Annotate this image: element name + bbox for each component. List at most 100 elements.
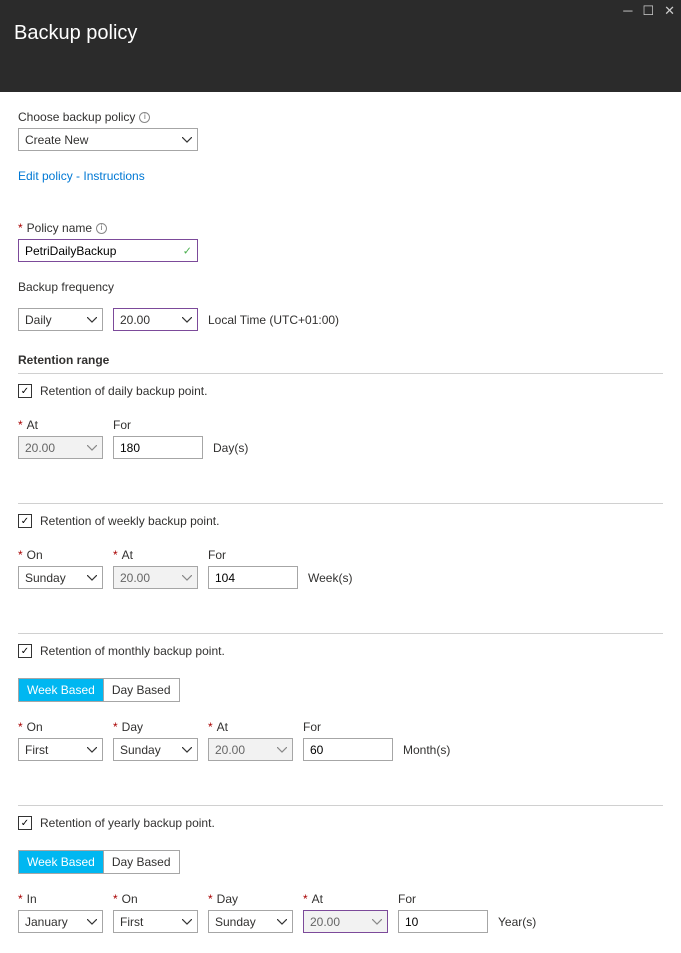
daily-retention-label: Retention of daily backup point. bbox=[40, 384, 207, 398]
monthly-at-label: At bbox=[208, 720, 293, 734]
weekly-on-select[interactable]: Sunday bbox=[18, 566, 103, 589]
chevron-down-icon bbox=[182, 137, 192, 143]
form-content: Choose backup policy i Create New Edit p… bbox=[0, 92, 681, 953]
yearly-retention-row: ✓ Retention of yearly backup point. bbox=[18, 816, 663, 830]
monthly-retention-label: Retention of monthly backup point. bbox=[40, 644, 225, 658]
yearly-at-label: At bbox=[303, 892, 388, 906]
monthly-basis-toggle: Week Based Day Based bbox=[18, 678, 180, 702]
maximize-icon[interactable]: ☐ bbox=[642, 4, 654, 17]
backup-frequency-label: Backup frequency bbox=[18, 280, 663, 294]
monthly-for-input[interactable] bbox=[303, 738, 393, 761]
choose-policy-label-text: Choose backup policy bbox=[18, 110, 135, 124]
policy-name-label: Policy name i bbox=[18, 221, 663, 235]
page-title: Backup policy bbox=[14, 0, 667, 45]
yearly-unit: Year(s) bbox=[498, 915, 536, 933]
yearly-day-value: Sunday bbox=[215, 915, 256, 929]
monthly-on-select[interactable]: First bbox=[18, 738, 103, 761]
weekly-retention-row: ✓ Retention of weekly backup point. bbox=[18, 514, 663, 528]
daily-unit: Day(s) bbox=[213, 441, 248, 459]
frequency-interval-select[interactable]: Daily bbox=[18, 308, 103, 331]
chevron-down-icon bbox=[87, 575, 97, 581]
yearly-day-select[interactable]: Sunday bbox=[208, 910, 293, 933]
yearly-retention-label: Retention of yearly backup point. bbox=[40, 816, 215, 830]
monthly-day-label: Day bbox=[113, 720, 198, 734]
weekly-at-label: At bbox=[113, 548, 198, 562]
weekly-retention-checkbox[interactable]: ✓ bbox=[18, 514, 32, 528]
daily-fields: At 20.00 For Day(s) bbox=[18, 418, 663, 459]
monthly-fields: On First Day Sunday At 20.00 For Month(s… bbox=[18, 720, 663, 761]
yearly-day-based-btn[interactable]: Day Based bbox=[103, 851, 179, 873]
yearly-in-select[interactable]: January bbox=[18, 910, 103, 933]
weekly-on-value: Sunday bbox=[25, 571, 66, 585]
choose-policy-value: Create New bbox=[25, 133, 88, 147]
chevron-down-icon bbox=[87, 445, 97, 451]
yearly-retention-checkbox[interactable]: ✓ bbox=[18, 816, 32, 830]
yearly-in-value: January bbox=[25, 915, 68, 929]
daily-at-value: 20.00 bbox=[25, 441, 55, 455]
daily-at-label: At bbox=[18, 418, 103, 432]
monthly-week-based-btn[interactable]: Week Based bbox=[19, 679, 103, 701]
weekly-for-input[interactable] bbox=[208, 566, 298, 589]
divider bbox=[18, 633, 663, 634]
yearly-at-value: 20.00 bbox=[310, 915, 340, 929]
yearly-on-select[interactable]: First bbox=[113, 910, 198, 933]
choose-policy-label: Choose backup policy i bbox=[18, 110, 663, 124]
frequency-interval-value: Daily bbox=[25, 313, 52, 327]
policy-name-wrap: ✓ bbox=[18, 239, 198, 262]
monthly-retention-checkbox[interactable]: ✓ bbox=[18, 644, 32, 658]
yearly-basis-toggle: Week Based Day Based bbox=[18, 850, 180, 874]
chevron-down-icon bbox=[277, 919, 287, 925]
yearly-day-label: Day bbox=[208, 892, 293, 906]
yearly-on-value: First bbox=[120, 915, 143, 929]
yearly-week-based-btn[interactable]: Week Based bbox=[19, 851, 103, 873]
weekly-on-label: On bbox=[18, 548, 103, 562]
daily-for-input[interactable] bbox=[113, 436, 203, 459]
chevron-down-icon bbox=[87, 747, 97, 753]
divider bbox=[18, 503, 663, 504]
frequency-time-select[interactable]: 20.00 bbox=[113, 308, 198, 331]
monthly-on-value: First bbox=[25, 743, 48, 757]
weekly-retention-label: Retention of weekly backup point. bbox=[40, 514, 219, 528]
timezone-text: Local Time (UTC+01:00) bbox=[208, 313, 339, 327]
policy-name-input[interactable] bbox=[18, 239, 198, 262]
weekly-at-select: 20.00 bbox=[113, 566, 198, 589]
monthly-day-based-btn[interactable]: Day Based bbox=[103, 679, 179, 701]
monthly-on-label: On bbox=[18, 720, 103, 734]
chevron-down-icon bbox=[277, 747, 287, 753]
frequency-time-value: 20.00 bbox=[120, 313, 150, 327]
divider bbox=[18, 373, 663, 374]
chevron-down-icon bbox=[87, 919, 97, 925]
yearly-for-label: For bbox=[398, 892, 488, 906]
monthly-day-select[interactable]: Sunday bbox=[113, 738, 198, 761]
edit-policy-link[interactable]: Edit policy - Instructions bbox=[18, 169, 145, 183]
chevron-down-icon bbox=[182, 575, 192, 581]
valid-check-icon: ✓ bbox=[183, 244, 192, 257]
weekly-at-value: 20.00 bbox=[120, 571, 150, 585]
daily-at-select: 20.00 bbox=[18, 436, 103, 459]
info-icon[interactable]: i bbox=[139, 112, 150, 123]
backup-frequency-row: Daily 20.00 Local Time (UTC+01:00) bbox=[18, 308, 663, 331]
monthly-for-label: For bbox=[303, 720, 393, 734]
daily-for-label: For bbox=[113, 418, 203, 432]
chevron-down-icon bbox=[87, 317, 97, 323]
monthly-at-select: 20.00 bbox=[208, 738, 293, 761]
monthly-day-value: Sunday bbox=[120, 743, 161, 757]
titlebar: ─ ☐ ✕ Backup policy bbox=[0, 0, 681, 92]
close-icon[interactable]: ✕ bbox=[664, 4, 675, 17]
daily-retention-row: ✓ Retention of daily backup point. bbox=[18, 384, 663, 398]
policy-name-label-text: Policy name bbox=[27, 221, 92, 235]
yearly-for-input[interactable] bbox=[398, 910, 488, 933]
info-icon[interactable]: i bbox=[96, 223, 107, 234]
yearly-on-label: On bbox=[113, 892, 198, 906]
yearly-at-select: 20.00 bbox=[303, 910, 388, 933]
minimize-icon[interactable]: ─ bbox=[623, 4, 632, 17]
monthly-retention-row: ✓ Retention of monthly backup point. bbox=[18, 644, 663, 658]
choose-policy-select[interactable]: Create New bbox=[18, 128, 198, 151]
weekly-fields: On Sunday At 20.00 For Week(s) bbox=[18, 548, 663, 589]
weekly-for-label: For bbox=[208, 548, 298, 562]
divider bbox=[18, 805, 663, 806]
retention-heading: Retention range bbox=[18, 353, 663, 367]
yearly-fields: In January On First Day Sunday At 20.00 bbox=[18, 892, 663, 933]
daily-retention-checkbox[interactable]: ✓ bbox=[18, 384, 32, 398]
chevron-down-icon bbox=[182, 317, 192, 323]
